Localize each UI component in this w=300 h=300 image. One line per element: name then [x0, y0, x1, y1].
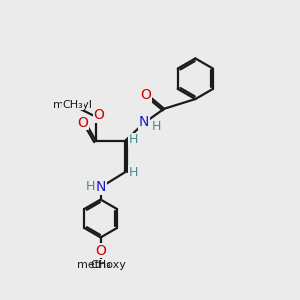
Text: O: O [77, 116, 88, 130]
Text: O: O [141, 88, 152, 102]
Text: O: O [96, 244, 106, 258]
Text: CH₃: CH₃ [91, 260, 112, 270]
Text: H: H [128, 134, 138, 146]
Text: N: N [139, 115, 149, 129]
Text: methoxy: methoxy [76, 260, 125, 270]
Text: O: O [93, 108, 104, 122]
Text: methyl: methyl [53, 100, 92, 110]
Text: N: N [96, 180, 106, 194]
Text: H: H [85, 180, 95, 193]
Text: H: H [152, 120, 161, 133]
Text: CH₃: CH₃ [62, 100, 83, 110]
Text: H: H [128, 166, 138, 179]
Text: methoxy: methoxy [76, 260, 125, 270]
